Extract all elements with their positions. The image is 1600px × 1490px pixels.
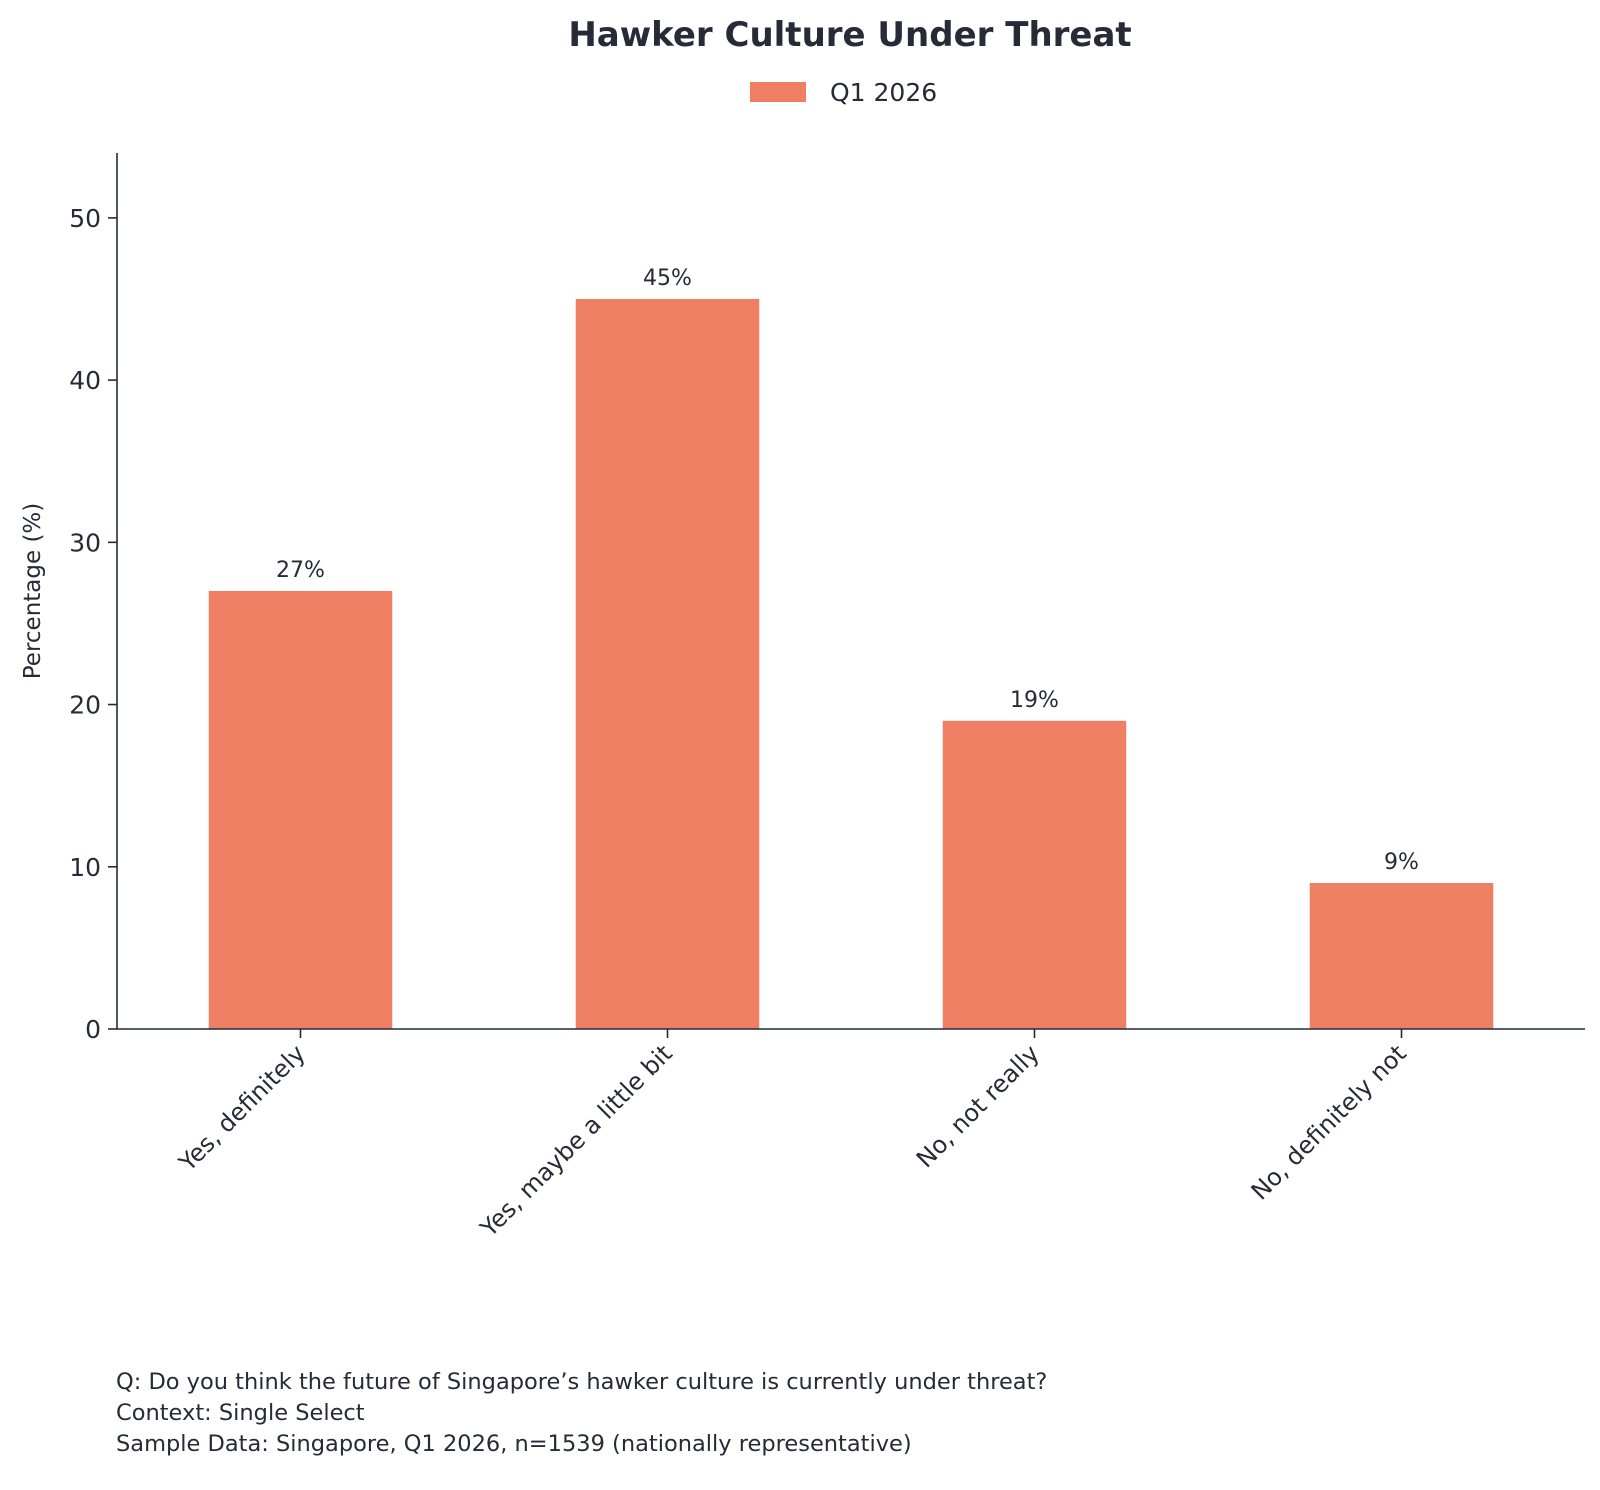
legend: Q1 2026 <box>750 78 937 107</box>
x-tick-label-yes-definitely: Yes, definitely <box>173 1039 311 1177</box>
chart-title: Hawker Culture Under Threat <box>568 15 1131 55</box>
bar-yes-definitely <box>208 591 393 1029</box>
data-label-yes-definitely: 27% <box>276 558 325 583</box>
plot-area: 27% Yes, definitely 45% Yes, maybe a little… <box>69 153 1585 1243</box>
footnote-sample: Sample Data: Singapore, Q1 2026, n=1539 … <box>116 1431 912 1457</box>
data-label-no-definitely-not: 9% <box>1384 850 1419 875</box>
bar-no-not-really <box>942 720 1127 1029</box>
bar-yes-maybe-a-little-bit <box>575 299 760 1029</box>
data-label-no-not-really: 19% <box>1010 688 1059 713</box>
footnote: Q: Do you think the future of Singapore’… <box>116 1367 1047 1460</box>
data-label-yes-maybe-a-little-bit: 45% <box>643 266 692 291</box>
y-tick-label-30: 30 <box>69 528 101 557</box>
y-axis-title: Percentage (%) <box>20 503 46 680</box>
y-tick-label-50: 50 <box>69 204 101 233</box>
y-tick-label-10: 10 <box>69 853 101 882</box>
y-tick-label-0: 0 <box>85 1015 101 1044</box>
y-tick-label-40: 40 <box>69 366 101 395</box>
x-tick-label-no-not-really: No, not really <box>911 1039 1045 1173</box>
footnote-question: Q: Do you think the future of Singapore’… <box>116 1369 1048 1395</box>
x-tick-label-no-definitely-not: No, definitely not <box>1246 1039 1412 1205</box>
x-tick-label-yes-maybe-a-little-bit: Yes, maybe a little bit <box>474 1039 678 1243</box>
legend-label-q1-2026: Q1 2026 <box>830 78 937 107</box>
bar-no-definitely-not <box>1309 883 1494 1029</box>
footnote-context: Context: Single Select <box>116 1400 365 1426</box>
legend-swatch <box>750 82 806 102</box>
y-tick-label-20: 20 <box>69 691 101 720</box>
